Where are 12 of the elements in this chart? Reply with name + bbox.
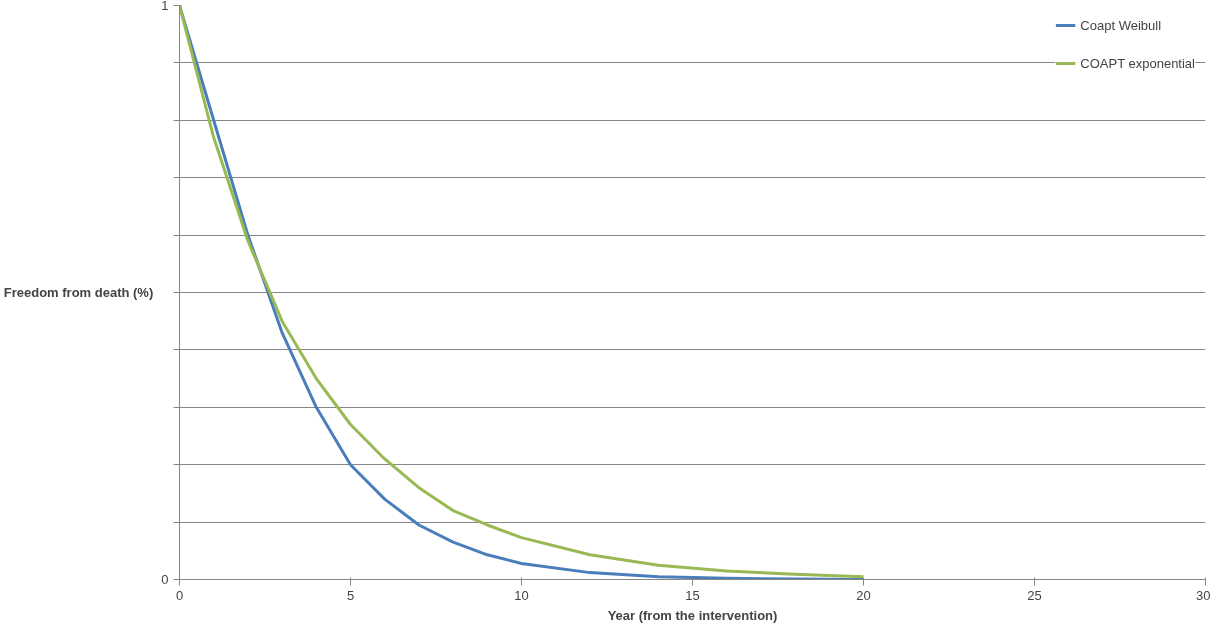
legend-label: COAPT exponential bbox=[1080, 55, 1195, 71]
y-axis-title: Freedom from death (%) bbox=[3, 285, 154, 300]
x-tick-label: 30 bbox=[1196, 587, 1211, 603]
x-axis-title: Year (from the intervention) bbox=[607, 607, 778, 623]
x-tick-label: 20 bbox=[856, 587, 871, 603]
y-tick-label: 1 bbox=[161, 0, 169, 13]
x-tick-label: 15 bbox=[685, 587, 700, 603]
x-tick-label: 5 bbox=[346, 587, 355, 603]
legend-label: Coapt Weibull bbox=[1080, 17, 1162, 33]
x-tick-label: 25 bbox=[1027, 587, 1042, 603]
x-tick-label: 10 bbox=[514, 587, 529, 603]
x-tick-label: 0 bbox=[175, 587, 184, 603]
